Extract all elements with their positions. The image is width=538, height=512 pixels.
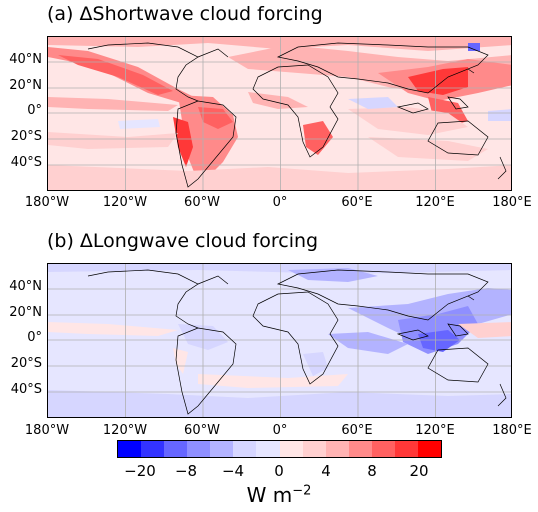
- panel-a-lat-label-0: 0°: [27, 103, 42, 118]
- colorbar-tick-minus4: −4: [221, 462, 245, 480]
- panel-a-lat-label-20N: 20°N: [9, 78, 42, 93]
- panel-a-lon-label-180W: 180°W: [24, 195, 70, 210]
- panel-b-lat-label-0: 0°: [27, 330, 42, 345]
- panel-a-title: (a) ΔShortwave cloud forcing: [47, 3, 323, 25]
- colorbar-swatch: [233, 441, 257, 457]
- colorbar-tick-0: 0: [274, 462, 284, 480]
- colorbar-swatch: [302, 441, 326, 457]
- panel-b-lat-label-40S: 40°S: [10, 382, 42, 397]
- panel-b-anomaly-field: [48, 264, 511, 417]
- colorbar-swatch: [394, 441, 419, 457]
- panel-b-lon-label-180E: 180°E: [492, 423, 532, 438]
- panel-b-map: [47, 263, 512, 418]
- colorbar: [117, 440, 442, 458]
- colorbar-swatch: [210, 441, 234, 457]
- colorbar-tick-minus20: −20: [124, 462, 156, 480]
- colorbar-swatch: [187, 441, 211, 457]
- panel-a-lat-label-20S: 20°S: [10, 129, 42, 144]
- panel-b-coastlines: [87, 269, 507, 415]
- panel-b-lon-label-180W: 180°W: [24, 423, 70, 438]
- panel-a-map: [47, 36, 512, 191]
- colorbar-swatch: [348, 441, 372, 457]
- colorbar-tick-4: 4: [321, 462, 331, 480]
- colorbar-swatch: [118, 441, 142, 457]
- panel-b-lon-label-60W: 60°W: [184, 423, 220, 438]
- panel-b-lon-label-120W: 120°W: [102, 423, 148, 438]
- panel-b-lon-label-0: 0°: [272, 423, 288, 438]
- panel-b-lon-label-60E: 60°E: [341, 423, 373, 438]
- colorbar-swatch: [279, 441, 303, 457]
- colorbar-swatch: [418, 441, 442, 457]
- panel-a-gridlines: [48, 37, 511, 190]
- units-exponent: −2: [292, 483, 312, 499]
- panel-a-lon-label-180E: 180°E: [492, 195, 532, 210]
- panel-a-lon-label-120E: 120°E: [415, 195, 455, 210]
- panel-a-lon-label-60W: 60°W: [184, 195, 220, 210]
- colorbar-tick-20: 20: [409, 462, 429, 480]
- panel-b-gridlines: [48, 264, 511, 417]
- panel-a-lat-label-40N: 40°N: [9, 52, 42, 67]
- panel-b-lon-label-120E: 120°E: [415, 423, 455, 438]
- units-base: W m: [246, 483, 293, 507]
- panel-a-lat-label-40S: 40°S: [10, 155, 42, 170]
- panel-a-lon-label-0: 0°: [272, 195, 288, 210]
- colorbar-swatch: [164, 441, 188, 457]
- panel-b-lat-label-40N: 40°N: [9, 279, 42, 294]
- panel-b-lat-label-20N: 20°N: [9, 305, 42, 320]
- panel-b-title: (b) ΔLongwave cloud forcing: [47, 230, 319, 252]
- colorbar-tick-minus8: −8: [174, 462, 198, 480]
- colorbar-swatch: [325, 441, 349, 457]
- panel-a-coastlines: [87, 42, 507, 188]
- colorbar-swatch: [371, 441, 395, 457]
- colorbar-units: W m−2: [247, 483, 312, 507]
- colorbar-swatch: [256, 441, 280, 457]
- panel-a-lon-label-120W: 120°W: [102, 195, 148, 210]
- colorbar-tick-8: 8: [367, 462, 377, 480]
- colorbar-swatch: [141, 441, 165, 457]
- panel-b-lat-label-20S: 20°S: [10, 356, 42, 371]
- panel-a-lon-label-60E: 60°E: [341, 195, 373, 210]
